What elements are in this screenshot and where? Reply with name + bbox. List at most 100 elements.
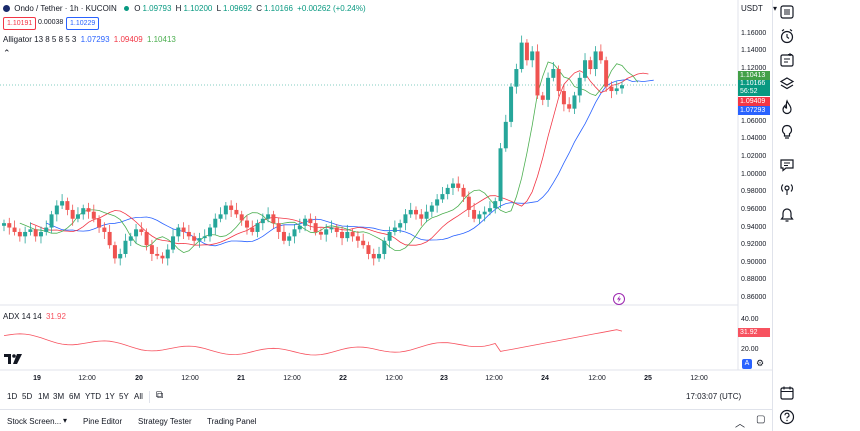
- candle-body: [266, 214, 271, 219]
- timeframe-3m[interactable]: 3M: [53, 392, 65, 401]
- candle-body: [392, 227, 397, 232]
- ideas-lightbulb-icon[interactable]: [778, 123, 796, 141]
- candle-body: [556, 69, 561, 92]
- candle-body: [361, 240, 366, 246]
- candle-body: [49, 214, 54, 228]
- timeframe-1m[interactable]: 1M: [38, 392, 50, 401]
- candle-body: [577, 77, 582, 96]
- candle-body: [609, 86, 614, 92]
- candle-body: [239, 214, 244, 221]
- timeframe-5d[interactable]: 5D: [22, 392, 33, 401]
- timeframe-all[interactable]: All: [134, 392, 143, 401]
- time-tick-label: 24: [541, 375, 549, 382]
- candle-body: [65, 201, 70, 210]
- candle-body: [202, 236, 207, 239]
- utc-clock[interactable]: 17:03:07 (UTC): [686, 392, 742, 401]
- candle-body: [186, 231, 191, 237]
- flash-icon[interactable]: [613, 293, 625, 305]
- candle-body: [255, 223, 260, 232]
- jaw-badge: 1.07293: [738, 106, 770, 115]
- chats-icon[interactable]: [778, 156, 796, 174]
- candle-body: [244, 220, 249, 228]
- candle-body: [318, 231, 323, 235]
- alligator-lips-value: 1.10413: [146, 35, 176, 44]
- candle-body: [197, 238, 202, 241]
- watchlist-icon[interactable]: [778, 3, 796, 21]
- settings-gear-icon[interactable]: ⚙: [756, 358, 765, 368]
- candle-body: [345, 231, 350, 239]
- timeframe-ytd[interactable]: YTD: [85, 392, 101, 401]
- sell-price-button[interactable]: 1.10191: [3, 17, 37, 30]
- calendar-icon[interactable]: [778, 384, 796, 402]
- alarm-clock-icon[interactable]: [778, 27, 796, 45]
- candle-body: [324, 229, 329, 235]
- timeframe-1y[interactable]: 1Y: [105, 392, 115, 401]
- candle-body: [223, 205, 228, 215]
- adx-legend[interactable]: ADX 14 14 31.92: [3, 312, 68, 321]
- price-tick-label: 1.16000: [741, 29, 767, 37]
- alligator-lines: [19, 61, 654, 254]
- time-tick-label: 12:00: [385, 375, 403, 382]
- candle-body: [429, 205, 434, 212]
- price-tick-label: 0.88000: [741, 276, 767, 284]
- candle-body: [561, 91, 566, 105]
- time-tick-label: 12:00: [283, 375, 301, 382]
- notifications-bell-icon[interactable]: [778, 206, 796, 224]
- toolbar-divider: [149, 391, 150, 403]
- currency-selector[interactable]: USDT ▾: [741, 4, 779, 13]
- candle-body: [2, 223, 6, 226]
- candle-body: [461, 187, 466, 197]
- time-tick-label: 23: [440, 375, 448, 382]
- main-chart[interactable]: Ondo / Tether · 1h · KUCOIN O 1.09793 H 1.…: [0, 0, 777, 385]
- timeframe-6m[interactable]: 6M: [69, 392, 81, 401]
- tab-strategy-tester[interactable]: Strategy Tester: [138, 417, 192, 426]
- candle-body: [139, 229, 144, 232]
- ondo-logo-icon: [3, 5, 10, 12]
- auto-scale-button[interactable]: A: [742, 359, 752, 369]
- hotlist-fire-icon[interactable]: [778, 99, 796, 117]
- candle-body: [229, 205, 234, 210]
- chevron-up-icon[interactable]: ︿: [735, 419, 745, 430]
- price-badge: 1.10166: [738, 80, 770, 88]
- price-tick-label: 0.98000: [741, 188, 767, 196]
- collapse-legend-icon[interactable]: ⌃: [3, 48, 11, 58]
- symbol-title[interactable]: Ondo / Tether · 1h · KUCOIN: [14, 4, 117, 13]
- tab-stock-screener[interactable]: Stock Screen...: [7, 417, 62, 426]
- candle-body: [128, 236, 133, 241]
- tab-trading-panel[interactable]: Trading Panel: [207, 417, 257, 426]
- low-value: 1.09692: [223, 4, 252, 13]
- news-icon[interactable]: [778, 51, 796, 69]
- layers-icon[interactable]: [778, 75, 796, 93]
- maximize-icon[interactable]: ▢: [756, 414, 766, 425]
- candle-body: [28, 229, 33, 232]
- candle-body: [81, 208, 86, 215]
- candle-body: [208, 227, 212, 237]
- date-range-icon[interactable]: ⧉: [156, 390, 164, 401]
- tab-pine-editor[interactable]: Pine Editor: [83, 417, 123, 426]
- alligator-legend[interactable]: Alligator 13 8 5 8 5 3 1.07293 1.09409 1…: [3, 35, 178, 44]
- close-value: 1.10166: [263, 4, 293, 13]
- candle-body: [493, 201, 498, 209]
- buy-price-button[interactable]: 1.10229: [66, 17, 100, 30]
- streams-icon[interactable]: [778, 180, 796, 198]
- candle-body: [313, 223, 318, 232]
- candle-body: [171, 236, 176, 250]
- candle-body: [181, 227, 186, 232]
- timeframe-1d[interactable]: 1D: [7, 392, 18, 401]
- candle-body: [287, 236, 292, 241]
- alligator-jaw-line: [46, 79, 654, 247]
- alligator-label: Alligator 13 8 5 8 5 3: [3, 35, 77, 44]
- candles: [2, 35, 624, 266]
- candle-body: [477, 214, 482, 219]
- chevron-down-icon[interactable]: ▾: [63, 416, 68, 425]
- price-chart-canvas[interactable]: [0, 0, 772, 385]
- timeframe-5y[interactable]: 5Y: [119, 392, 129, 401]
- price-tick-label: 1.00000: [741, 170, 767, 178]
- help-icon[interactable]: [778, 408, 796, 426]
- symbol-legend: Ondo / Tether · 1h · KUCOIN O 1.09793 H 1.…: [3, 4, 368, 13]
- candle-body: [472, 209, 477, 219]
- candle-body: [588, 60, 593, 70]
- price-tick-label: 1.04000: [741, 135, 767, 143]
- time-tick-label: 22: [339, 375, 347, 382]
- candle-body: [192, 236, 197, 241]
